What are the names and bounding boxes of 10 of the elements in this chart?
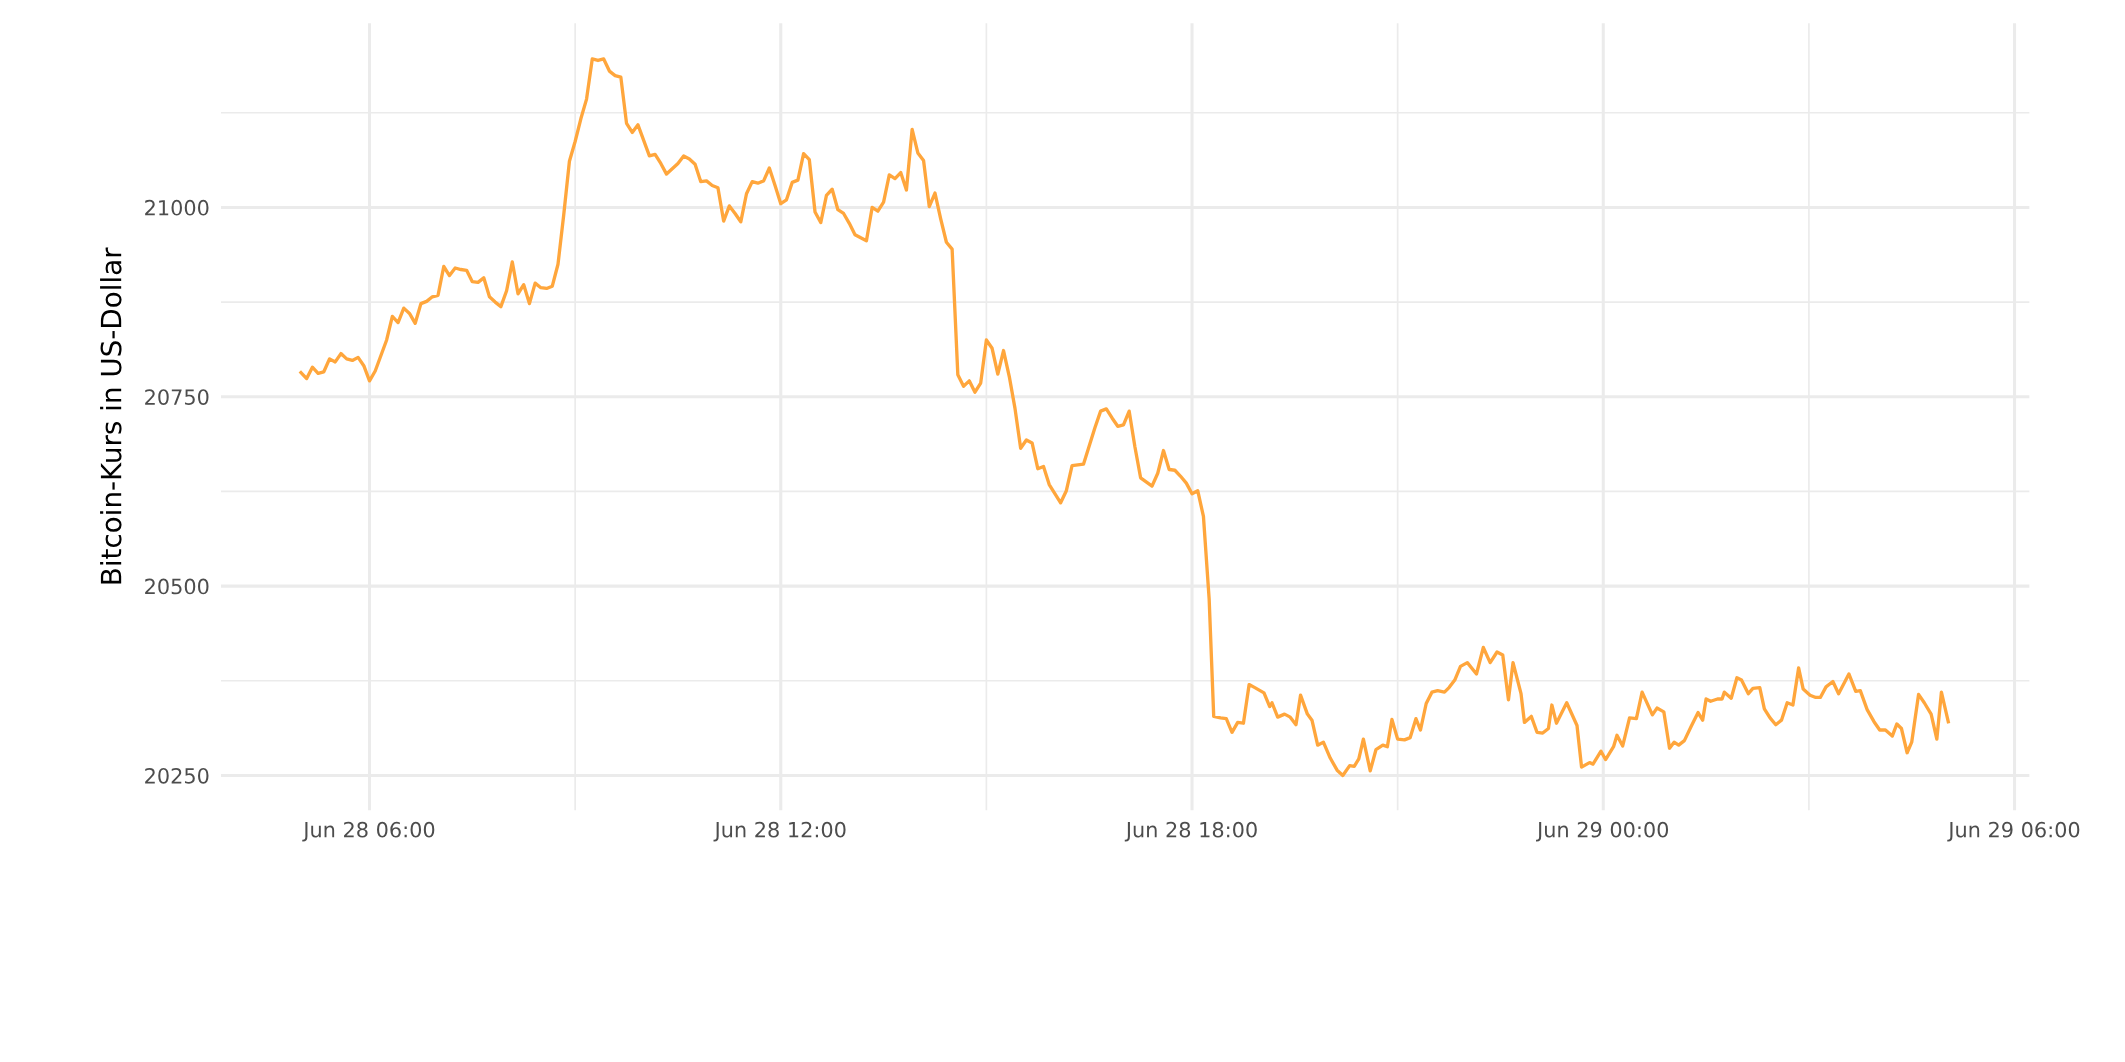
y-tick-label: 20750 — [145, 389, 209, 405]
y-axis-title: Bitcoin-Kurs in US-Dollar — [100, 247, 122, 584]
y-tick-label: 20500 — [145, 578, 209, 595]
x-tick-label: Jun 28 18:00 — [1124, 821, 1257, 842]
x-tick-label: Jun 28 06:00 — [302, 821, 435, 842]
y-tick-label: 20250 — [145, 767, 209, 784]
y-tick-label: 21000 — [145, 199, 209, 216]
x-tick-label: Jun 29 06:00 — [1947, 821, 2080, 842]
x-tick-label: Jun 29 00:00 — [1536, 821, 1669, 842]
x-tick-label: Jun 28 12:00 — [713, 821, 846, 842]
